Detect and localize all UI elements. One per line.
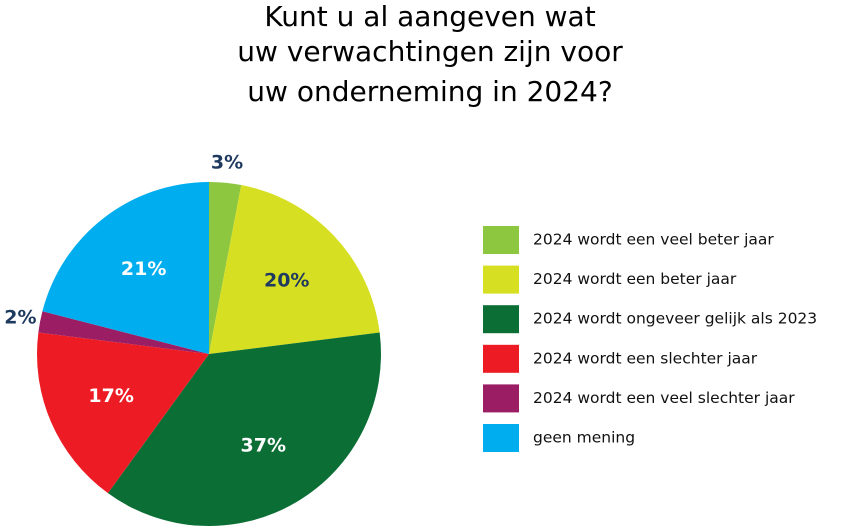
pie-slice xyxy=(36,332,209,494)
pie-slice xyxy=(107,332,381,526)
legend-swatch xyxy=(483,344,519,373)
legend-label: 2024 wordt een veel slechter jaar xyxy=(533,389,795,407)
pie-slice xyxy=(38,311,210,354)
legend-swatch xyxy=(483,424,519,452)
chart-title: Kunt u al aangeven wat xyxy=(264,0,595,33)
chart-title: uw verwachtingen zijn voor xyxy=(237,35,623,68)
legend-label: 2024 wordt een veel beter jaar xyxy=(533,231,774,249)
data-label: 3% xyxy=(211,151,243,173)
legend-label: 2024 wordt een beter jaar xyxy=(533,270,737,288)
legend-swatch xyxy=(483,226,519,254)
legend-swatch xyxy=(483,384,519,413)
pie-slice xyxy=(42,182,209,354)
pie-slice xyxy=(209,185,380,354)
legend-label: geen mening xyxy=(533,429,635,447)
chart-title: uw onderneming in 2024? xyxy=(247,75,612,108)
legend-swatch xyxy=(483,265,519,294)
pie-slice xyxy=(209,182,242,354)
legend-label: 2024 wordt een slechter jaar xyxy=(533,349,758,367)
data-label: 21% xyxy=(121,258,166,280)
data-label: 20% xyxy=(264,269,309,291)
data-label: 37% xyxy=(241,434,286,456)
legend-label: 2024 wordt ongeveer gelijk als 2023 xyxy=(533,310,817,328)
data-label: 17% xyxy=(88,385,133,407)
legend-swatch xyxy=(483,305,519,334)
data-label: 2% xyxy=(4,307,36,329)
